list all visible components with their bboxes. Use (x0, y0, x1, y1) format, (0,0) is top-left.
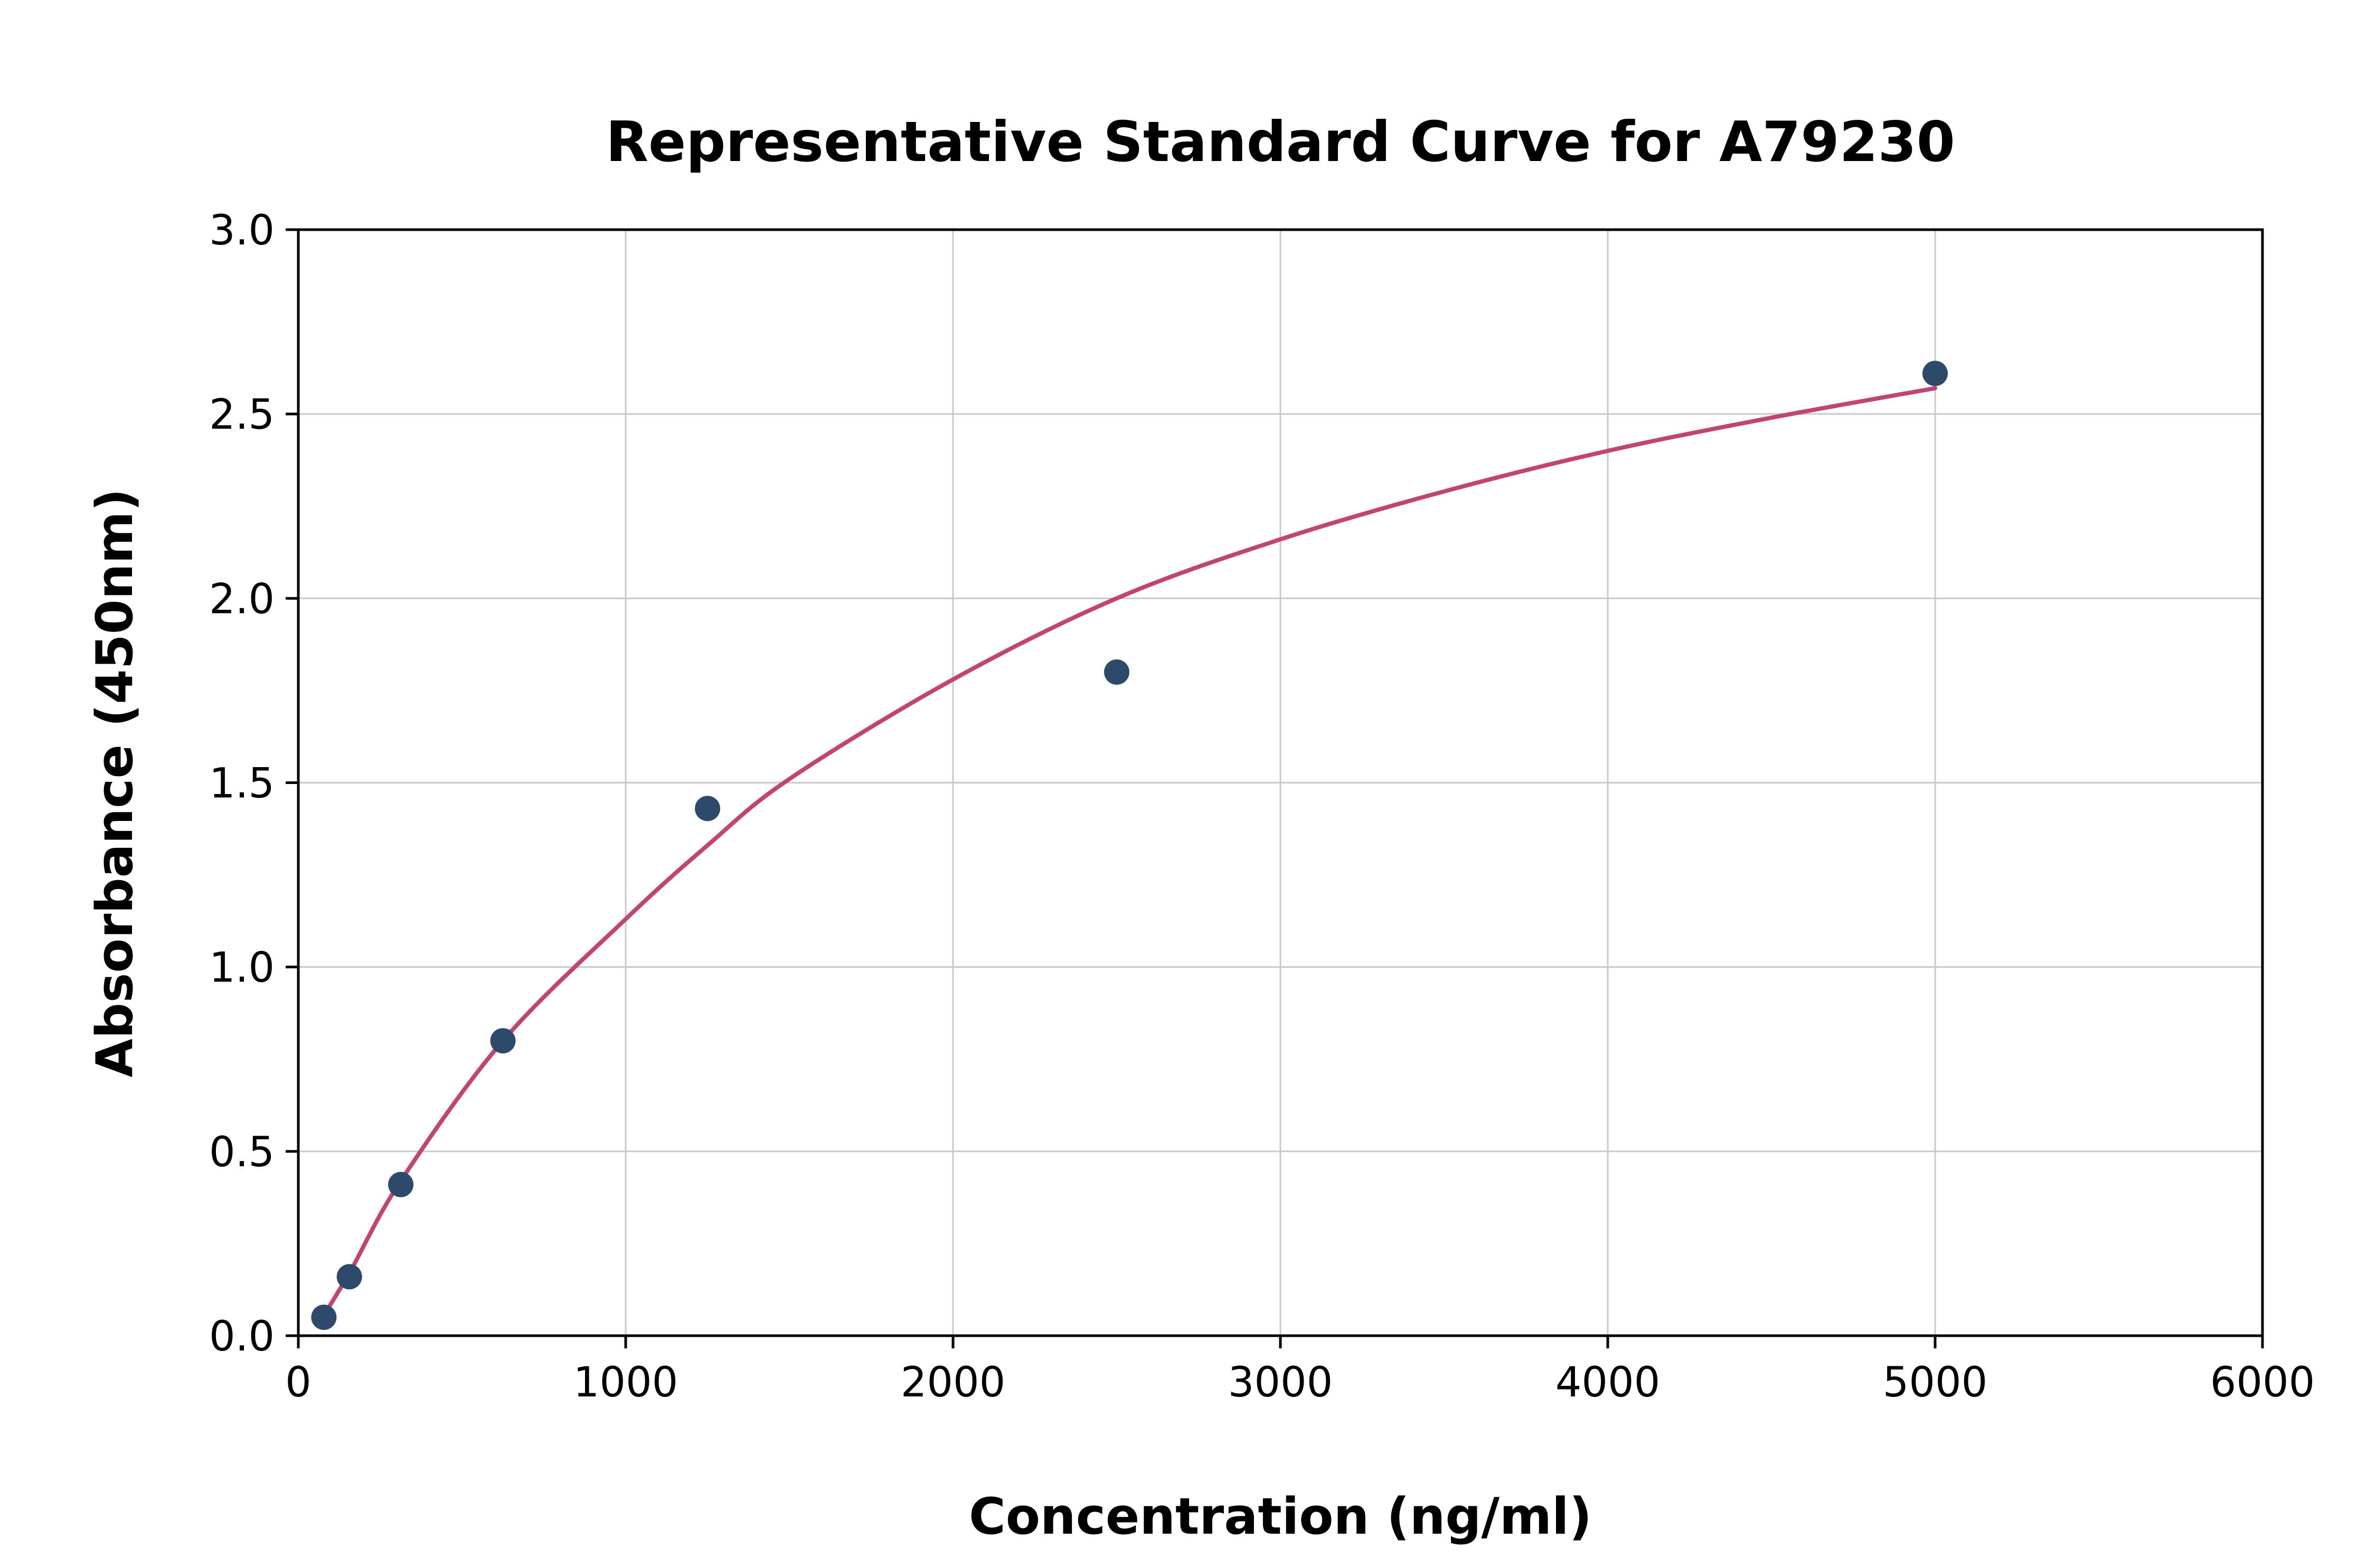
data-point (388, 1172, 414, 1197)
x-tick-label: 1000 (573, 1359, 678, 1406)
x-tick-label: 2000 (901, 1359, 1006, 1406)
y-tick-label: 2.5 (209, 391, 275, 439)
y-tick-label: 1.0 (209, 944, 275, 992)
x-tick-label: 5000 (1883, 1359, 1988, 1406)
data-point (490, 1028, 516, 1054)
data-point (695, 796, 720, 821)
x-tick-label: 6000 (2210, 1359, 2315, 1406)
x-tick-label: 3000 (1228, 1359, 1333, 1406)
grid-layer (297, 229, 2264, 1337)
y-tick-label: 2.0 (209, 575, 275, 623)
x-tick-label: 4000 (1555, 1359, 1661, 1406)
data-point (311, 1305, 337, 1330)
fitted-curve-line (316, 386, 1937, 1327)
data-point (1922, 361, 1948, 386)
tick-marks-layer (286, 228, 2264, 1348)
y-tick-label: 0.5 (209, 1129, 275, 1176)
scatter-points-layer (311, 361, 1948, 1330)
x-tick-label: 0 (285, 1359, 312, 1406)
chart-title: Representative Standard Curve for A79230 (606, 110, 1955, 174)
y-tick-label: 3.0 (209, 207, 275, 254)
data-point (1104, 659, 1129, 685)
x-axis-label: Concentration (ng/ml) (969, 1488, 1592, 1546)
data-point (336, 1264, 362, 1290)
tick-labels-layer: 0 1000 2000 3000 4000 5000 6000 0.0 0.5 1.0 1.5 2.0… (209, 207, 2315, 1406)
y-tick-label: 1.5 (209, 760, 275, 808)
y-tick-label: 0.0 (209, 1313, 275, 1361)
y-axis-label: Absorbance (450nm) (86, 488, 144, 1078)
